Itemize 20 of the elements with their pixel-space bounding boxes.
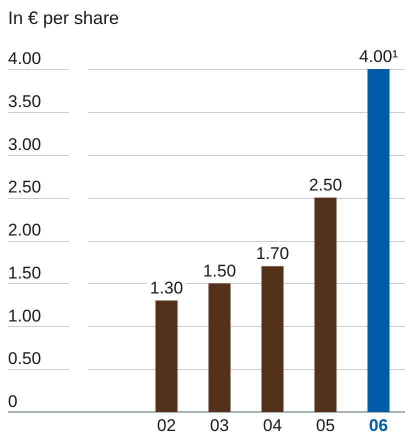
x-tick-label: 06 xyxy=(369,416,388,436)
y-axis-title: In € per share xyxy=(8,8,120,28)
x-tick-label: 05 xyxy=(316,416,335,436)
y-tick-label: 4.00 xyxy=(8,49,42,68)
y-tick-label: 0.50 xyxy=(8,349,42,368)
data-label: 1.30 xyxy=(150,278,184,298)
y-tick-label: 1.50 xyxy=(8,263,42,282)
y-tick-label: 3.50 xyxy=(8,92,42,111)
x-tick-label: 02 xyxy=(157,416,176,436)
data-label: 1.50 xyxy=(202,261,236,280)
y-tick-label: 0 xyxy=(8,392,18,411)
y-tick-label: 1.00 xyxy=(8,306,42,326)
y-tick-label: 3.00 xyxy=(8,134,42,154)
data-label: 4.00¹ xyxy=(359,47,398,66)
y-tick-label: 2.50 xyxy=(8,178,42,197)
y-tick-label: 2.00 xyxy=(8,220,42,240)
data-label: 1.70 xyxy=(256,244,290,264)
x-tick-label: 04 xyxy=(263,416,282,436)
x-tick-label: 03 xyxy=(210,416,229,436)
data-label: 2.50 xyxy=(308,176,342,195)
